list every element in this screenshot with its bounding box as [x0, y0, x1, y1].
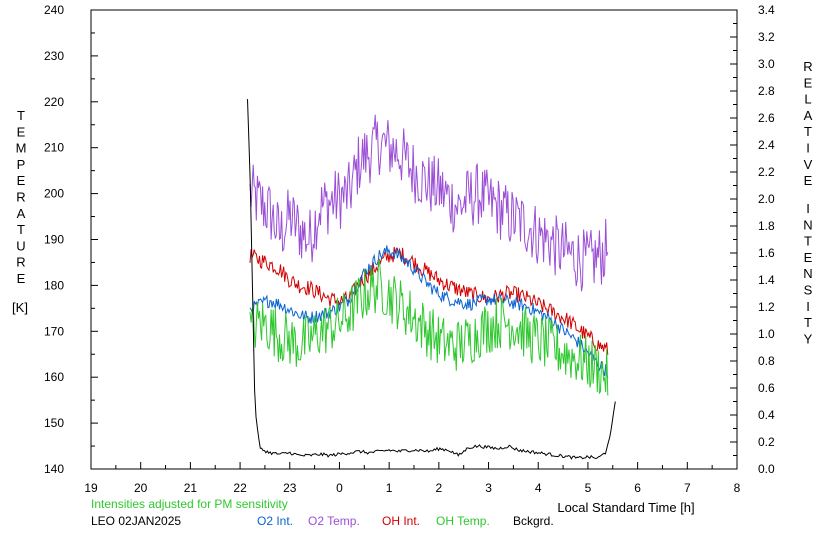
left-title-letter: R — [16, 255, 25, 270]
plot-border — [90, 9, 738, 470]
x-tick-label: 4 — [535, 481, 542, 495]
left-title-letter: R — [16, 190, 25, 205]
station-label: LEO 02JAN2025 — [91, 514, 181, 528]
right-tick-label: 0.2 — [758, 435, 775, 449]
left-tick-label: 170 — [44, 324, 64, 338]
right-title-letter: N — [803, 266, 812, 281]
x-tick-label: 8 — [734, 481, 741, 495]
legend-o2-int: O2 Int. — [257, 514, 293, 528]
plot-frame — [90, 9, 738, 470]
series-bckgrd-line — [247, 99, 616, 460]
x-tick-label: 22 — [233, 481, 247, 495]
series-o2-int-line — [249, 245, 609, 379]
right-title-letter: T — [804, 315, 812, 330]
right-title-letter: A — [804, 108, 813, 123]
right-tick-label: 1.4 — [758, 273, 775, 287]
legend-oh-int: OH Int. — [382, 514, 420, 528]
left-title-letter: A — [17, 206, 26, 221]
right-tick-label: 1.0 — [758, 327, 775, 341]
right-title-letter: V — [804, 157, 813, 172]
left-title-letter: M — [16, 141, 27, 156]
left-tick-label: 190 — [44, 233, 64, 247]
left-tick-label: 150 — [44, 416, 64, 430]
x-axis: 19 20 21 22 23 0 1 2 3 4 5 6 7 8 — [84, 462, 741, 495]
right-tick-label: 3.2 — [758, 30, 775, 44]
left-tick-label: 220 — [44, 95, 64, 109]
series-o2-temp-line — [249, 114, 609, 292]
legend-o2-temp: O2 Temp. — [308, 514, 360, 528]
x-tick-label: 3 — [485, 481, 492, 495]
right-tick-label: 2.4 — [758, 138, 775, 152]
right-tick-label: 0.0 — [758, 462, 775, 476]
x-tick-label: 23 — [283, 481, 297, 495]
x-tick-label: 21 — [184, 481, 198, 495]
right-title-letter: E — [804, 173, 813, 188]
legend-oh-temp: OH Temp. — [436, 514, 490, 528]
right-title-letter: T — [804, 124, 812, 139]
x-tick-label: 6 — [634, 481, 641, 495]
pm-sensitivity-note: Intensities adjusted for PM sensitivity — [91, 497, 288, 511]
right-tick-label: 3.0 — [758, 57, 775, 71]
left-title-letter: E — [17, 271, 26, 286]
right-tick-label: 1.2 — [758, 300, 775, 314]
right-tick-label: 2.0 — [758, 192, 775, 206]
left-tick-label: 160 — [44, 370, 64, 384]
right-tick-label: 3.4 — [758, 3, 775, 17]
left-axis: 140 150 160 170 180 190 200 210 220 230 240 — [44, 3, 98, 476]
x-tick-label: 7 — [684, 481, 691, 495]
left-title-letter: U — [16, 238, 25, 253]
left-title-letter: T — [17, 108, 25, 123]
right-title-letter: T — [804, 234, 812, 249]
left-title-letter: P — [17, 157, 26, 172]
right-title-letter: E — [804, 250, 813, 265]
right-title-letter: R — [803, 59, 812, 74]
right-title-letter: I — [806, 201, 810, 216]
left-tick-label: 180 — [44, 278, 64, 292]
right-tick-label: 2.2 — [758, 165, 775, 179]
right-tick-label: 0.4 — [758, 408, 775, 422]
right-tick-label: 0.8 — [758, 354, 775, 368]
left-tick-label: 200 — [44, 187, 64, 201]
x-tick-label: 1 — [386, 481, 393, 495]
left-axis-unit: [K] — [12, 300, 28, 315]
series-layer — [247, 99, 616, 460]
x-tick-label: 2 — [436, 481, 443, 495]
x-tick-label: 20 — [134, 481, 148, 495]
right-axis: 0.0 0.2 0.4 0.6 0.8 1.0 1.2 1.4 1.6 1.8 2.0 2.2 2.4 2… — [730, 3, 775, 476]
left-tick-label: 210 — [44, 141, 64, 155]
left-title-letter: T — [17, 222, 25, 237]
x-tick-label: 0 — [336, 481, 343, 495]
x-tick-label: 19 — [84, 481, 98, 495]
right-tick-label: 1.6 — [758, 246, 775, 260]
right-tick-label: 1.8 — [758, 219, 775, 233]
right-title-letter: I — [806, 299, 810, 314]
x-tick-label: 5 — [585, 481, 592, 495]
right-title-letter: L — [804, 92, 811, 107]
x-axis-title: Local Standard Time [h] — [557, 500, 694, 515]
right-title-letter: S — [804, 283, 813, 298]
right-title-letter: Y — [804, 331, 813, 346]
right-tick-label: 2.6 — [758, 111, 775, 125]
left-tick-label: 240 — [44, 3, 64, 17]
right-title-letter: I — [806, 141, 810, 156]
right-title-letter: N — [803, 217, 812, 232]
left-tick-label: 140 — [44, 462, 64, 476]
right-title-letter: E — [804, 75, 813, 90]
left-title-letter: E — [17, 124, 26, 139]
right-tick-label: 0.6 — [758, 381, 775, 395]
left-tick-label: 230 — [44, 49, 64, 63]
left-title-letter: E — [17, 173, 26, 188]
legend-bckgrd: Bckgrd. — [513, 514, 554, 528]
series-oh-temp-line — [249, 259, 609, 396]
right-tick-label: 2.8 — [758, 84, 775, 98]
